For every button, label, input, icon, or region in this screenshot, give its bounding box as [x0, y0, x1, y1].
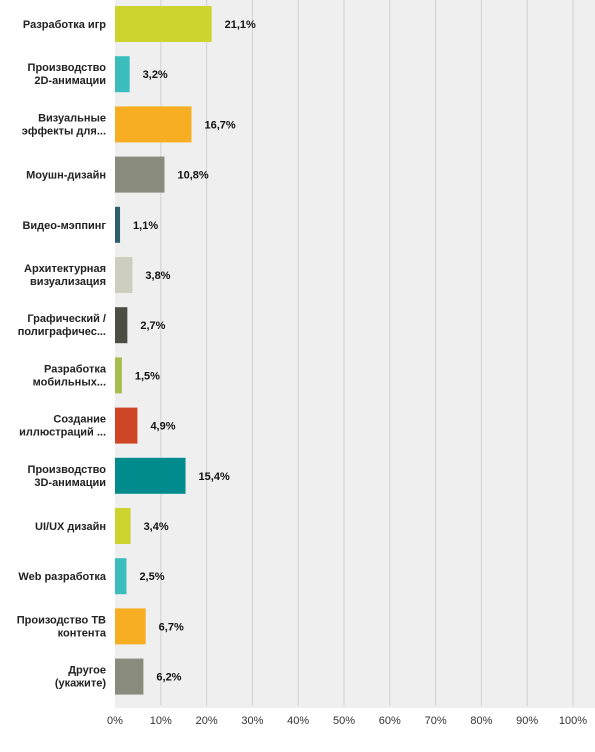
category-label: эффекты для... [22, 125, 106, 137]
category-label: 2D-анимации [34, 75, 106, 87]
bar [115, 106, 192, 143]
bar [115, 6, 212, 42]
category-label: полиграфичес... [18, 326, 106, 338]
category-label: Моушн-дизайн [26, 170, 106, 182]
bar [115, 257, 133, 293]
category-label: Web разработка [18, 571, 106, 583]
x-tick-label: 100% [559, 715, 587, 727]
category-label: Графический / [27, 313, 106, 325]
bar-value-label: 3,8% [145, 270, 170, 282]
category-label: мобильных... [33, 376, 106, 388]
x-tick-label: 30% [241, 715, 263, 727]
gridlines [160, 0, 574, 706]
bar-value-label: 1,5% [135, 370, 160, 382]
category-label: иллюстраций ... [19, 427, 106, 439]
category-label: Визуальные [38, 112, 106, 124]
category-label: контента [58, 627, 107, 639]
category-label: Производство [28, 464, 107, 476]
bar-value-label: 2,5% [139, 571, 164, 583]
bar-value-label: 2,7% [140, 320, 165, 332]
bar [115, 156, 165, 193]
x-tick-label: 40% [287, 715, 309, 727]
category-label: UI/UX дизайн [35, 521, 106, 533]
category-label: Разработка игр [23, 19, 106, 31]
bar [115, 457, 186, 494]
category-label: 3D-анимации [34, 477, 106, 489]
x-tick-label: 20% [196, 715, 218, 727]
x-tick-label: 50% [333, 715, 355, 727]
bar [115, 357, 122, 394]
x-axis-ticks: 0% 10% 20% 30% 40% 50% 60% 70% 80% 90% 100% [107, 715, 587, 727]
bar [115, 508, 131, 544]
bar-value-label: 15,4% [199, 471, 230, 483]
bar-value-label: 21,1% [225, 19, 256, 31]
category-label: Создание [53, 414, 106, 426]
plot-area-background [115, 0, 595, 708]
bar-value-label: 10,8% [177, 170, 208, 182]
bars [115, 6, 212, 695]
category-label: Разработка [44, 363, 107, 375]
x-tick-label: 0% [107, 715, 123, 727]
value-labels: 21,1% 3,2% 16,7% 10,8% 1,1% 3,8% 2,7% 1,5% 4,9% 1… [133, 19, 256, 684]
bar-value-label: 6,2% [156, 672, 181, 684]
category-label: Произодство ТВ [17, 614, 106, 626]
bar [115, 407, 138, 444]
x-tick-label: 80% [470, 715, 492, 727]
bar-value-label: 6,7% [159, 621, 184, 633]
bar-value-label: 3,4% [144, 521, 169, 533]
x-tick-label: 70% [425, 715, 447, 727]
bar [115, 56, 130, 93]
category-labels: Разработка игрПроизводство2D-анимацииВиз… [17, 19, 107, 690]
x-tick-label: 10% [150, 715, 172, 727]
bar [115, 307, 128, 344]
bar-value-label: 4,9% [150, 421, 175, 433]
bar [115, 558, 127, 595]
category-label: Архитектурная [24, 263, 106, 275]
x-tick-label: 90% [516, 715, 538, 727]
bar-value-label: 3,2% [143, 69, 168, 81]
bar [115, 608, 146, 645]
x-tick-label: 60% [379, 715, 401, 727]
category-label: Видео-мэппинг [22, 220, 106, 232]
bar-value-label: 16,7% [204, 119, 235, 131]
bar [115, 658, 144, 695]
bar-value-label: 1,1% [133, 220, 158, 232]
category-label: Другое [68, 665, 106, 677]
bar [115, 206, 121, 243]
category-label: (укажите) [55, 678, 106, 690]
category-label: Производство [28, 62, 107, 74]
category-label: визуализация [30, 276, 106, 288]
